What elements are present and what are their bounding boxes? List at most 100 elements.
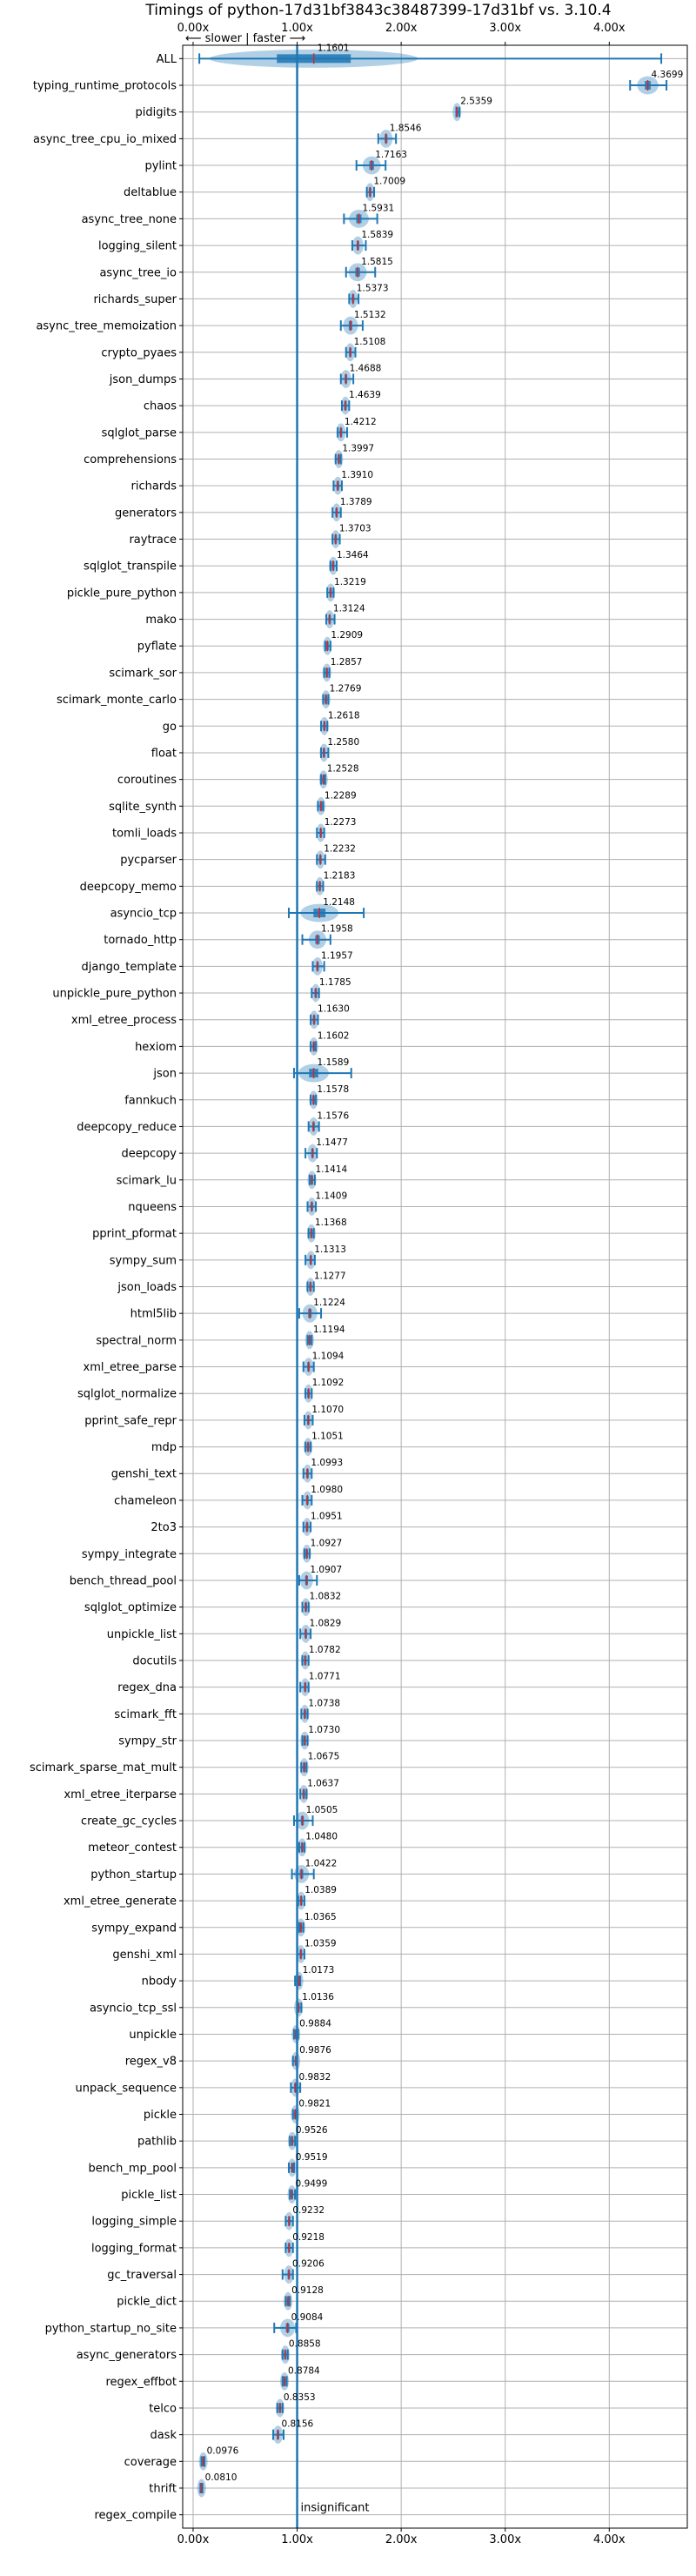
value-label: 0.9884 — [299, 2018, 331, 2029]
category-label: thrift — [149, 2482, 177, 2495]
value-label: 1.2528 — [327, 764, 359, 775]
chart-title: Timings of python-17d31bf3843c38487399-1… — [144, 2, 611, 19]
category-label: unpack_sequence — [75, 2082, 177, 2095]
value-label: 1.2769 — [330, 684, 362, 694]
category-label: spectral_norm — [96, 1334, 177, 1347]
category-label: coverage — [124, 2456, 177, 2469]
category-label: fannkuch — [124, 1094, 177, 1107]
category-label: json — [152, 1068, 177, 1081]
value-label: 1.0832 — [309, 1592, 341, 1602]
category-label: sympy_expand — [91, 1922, 177, 1935]
value-label: 1.1578 — [317, 1084, 349, 1095]
category-label: docutils — [132, 1654, 177, 1667]
category-label: logging_simple — [91, 2216, 177, 2229]
category-label: chaos — [144, 400, 177, 413]
category-label: mdp — [151, 1441, 177, 1454]
category-label: bench_mp_pool — [88, 2162, 177, 2175]
value-label: 1.1785 — [319, 977, 351, 988]
value-label: 1.1589 — [318, 1057, 350, 1068]
category-label: meteor_contest — [88, 1841, 177, 1855]
category-label: logging_silent — [98, 240, 177, 253]
category-label: 2to3 — [151, 1521, 177, 1534]
value-label: 1.0771 — [309, 1672, 341, 1682]
value-label: 1.0136 — [302, 1992, 334, 2002]
category-label: sympy_integrate — [82, 1548, 177, 1561]
value-label: 1.5373 — [357, 283, 389, 293]
value-label: 1.3789 — [340, 497, 372, 507]
category-label: gc_traversal — [107, 2269, 177, 2282]
value-label: 1.0637 — [307, 1778, 339, 1788]
value-label: 1.1277 — [314, 1271, 346, 1282]
category-label: telco — [149, 2402, 177, 2415]
value-label: 1.0389 — [304, 1885, 337, 1895]
value-label: 1.0505 — [306, 1805, 338, 1815]
category-label: chameleon — [114, 1494, 177, 1507]
category-label: sqlglot_parse — [102, 426, 177, 439]
insignificant-label: insignificant — [301, 2502, 370, 2515]
value-label: 1.0993 — [311, 1458, 343, 1468]
value-label: 0.0810 — [205, 2472, 238, 2483]
x-tick-label-bottom: 3.00x — [489, 2533, 521, 2546]
value-label: 1.0907 — [310, 1565, 342, 1575]
value-label: 1.1957 — [321, 950, 353, 961]
value-label: 1.2618 — [328, 710, 360, 721]
value-label: 1.0480 — [305, 1832, 338, 1842]
value-label: 1.1630 — [318, 1004, 350, 1015]
category-label: genshi_xml — [112, 1949, 177, 1962]
category-label: async_tree_memoization — [36, 320, 177, 333]
x-tick-label-bottom: 4.00x — [593, 2533, 626, 2546]
value-label: 1.0829 — [309, 1618, 341, 1628]
value-label: 1.3464 — [337, 550, 369, 560]
category-label: regex_compile — [94, 2509, 177, 2522]
category-label: xml_etree_process — [71, 1014, 177, 1027]
value-label: 1.0422 — [305, 1858, 338, 1868]
value-label: 0.9519 — [296, 2152, 328, 2163]
category-label: pickle — [144, 2109, 177, 2122]
value-label: 0.8156 — [281, 2419, 313, 2430]
category-label: deepcopy_reduce — [77, 1121, 177, 1134]
category-label: python_startup_no_site — [45, 2322, 177, 2335]
value-label: 0.9206 — [292, 2259, 325, 2270]
value-label: 1.5839 — [361, 230, 393, 240]
category-label: asyncio_tcp_ssl — [90, 2002, 177, 2015]
category-label: pprint_pformat — [92, 1228, 177, 1241]
category-label: tomli_loads — [112, 827, 177, 840]
category-label: pathlib — [137, 2136, 177, 2149]
value-label: 0.9832 — [299, 2072, 331, 2083]
value-label: 1.0782 — [309, 1645, 341, 1655]
category-label: pprint_safe_repr — [84, 1414, 177, 1427]
value-label: 0.9876 — [299, 2045, 331, 2056]
category-label: nbody — [142, 1976, 177, 1989]
category-label: pickle_dict — [117, 2296, 177, 2309]
category-label: raytrace — [129, 533, 177, 547]
value-label: 1.2183 — [324, 870, 356, 881]
value-label: 1.0738 — [308, 1698, 340, 1708]
x-tick-label-bottom: 0.00x — [177, 2533, 210, 2546]
labels-layer: 0.00x 0.00x 1.00x 1.00x 2.00x 2.00x 3.00x 3.00x… — [30, 22, 683, 2546]
value-label: 1.1224 — [313, 1298, 345, 1308]
value-label: 1.1070 — [311, 1405, 344, 1415]
value-label: 1.0951 — [311, 1512, 343, 1522]
category-label: scimark_fft — [114, 1708, 177, 1721]
category-label: tornado_http — [104, 934, 177, 947]
value-label: 1.2289 — [325, 790, 357, 801]
value-label: 1.0173 — [303, 1965, 335, 1976]
value-label: 0.9218 — [292, 2232, 325, 2243]
value-label: 1.3703 — [339, 524, 371, 534]
x-tick-label-bottom: 2.00x — [385, 2533, 418, 2546]
value-label: 1.2909 — [331, 630, 363, 641]
plot-frame — [182, 44, 688, 2529]
value-label: 1.2148 — [323, 897, 355, 908]
category-label: go — [163, 721, 177, 734]
value-label: 1.0675 — [308, 1752, 340, 1762]
value-label: 1.1313 — [314, 1244, 346, 1255]
category-label: asyncio_tcp — [110, 908, 177, 921]
value-label: 1.0730 — [308, 1725, 340, 1735]
category-label: xml_etree_iterparse — [64, 1788, 177, 1801]
marks-layer — [197, 45, 668, 2528]
value-label: 1.5815 — [361, 257, 393, 267]
category-label: async_tree_io — [99, 266, 177, 279]
category-label: regex_dna — [117, 1681, 177, 1694]
category-label: sqlglot_transpile — [84, 560, 177, 574]
value-label: 0.9128 — [291, 2285, 324, 2296]
